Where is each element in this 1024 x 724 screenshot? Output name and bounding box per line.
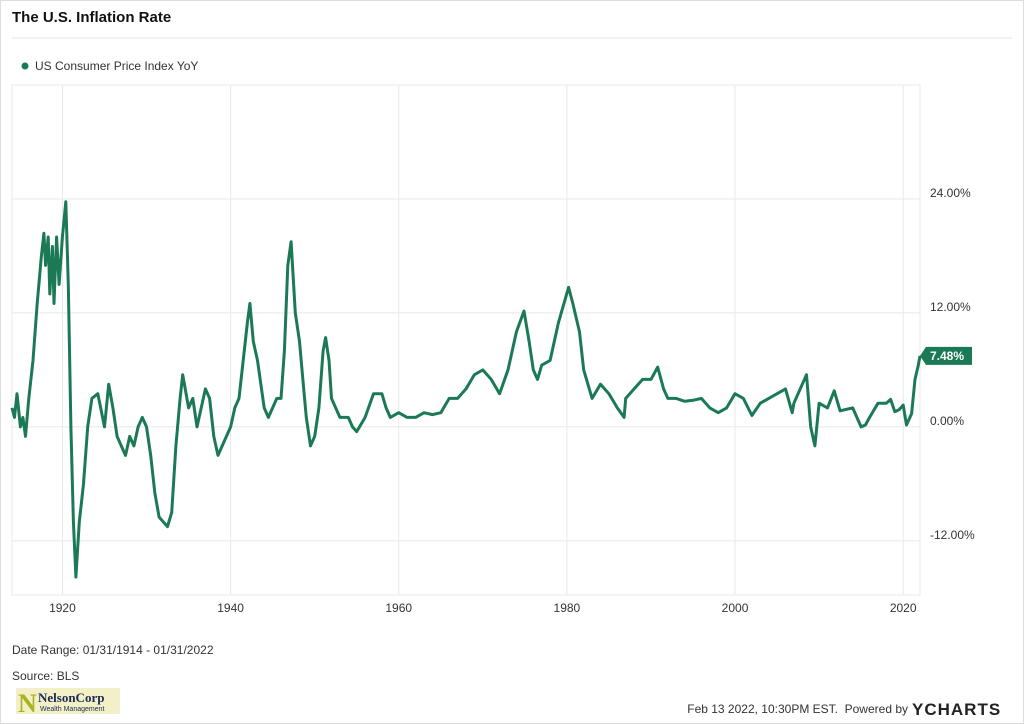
y-tick-label: -12.00% [930, 528, 975, 542]
value-tag-label: 7.48% [930, 349, 964, 363]
logo: N NelsonCorp Wealth Management [16, 688, 120, 718]
legend-label: US Consumer Price Index YoY [35, 59, 198, 73]
y-tick-label: 12.00% [930, 300, 971, 314]
logo-bg [16, 688, 120, 714]
x-tick-label: 1940 [217, 601, 244, 615]
powered-by: Powered by [845, 702, 908, 716]
date-range: Date Range: 01/31/1914 - 01/31/2022 [12, 643, 214, 657]
chart-title: The U.S. Inflation Rate [12, 9, 171, 26]
plot-area [11, 84, 921, 596]
y-tick-label: 24.00% [930, 186, 971, 200]
value-tag [920, 346, 972, 365]
x-tick-label: 2020 [890, 601, 917, 615]
x-tick-label: 1920 [49, 601, 76, 615]
line [10, 200, 922, 579]
brand: YCHARTS [912, 700, 1001, 719]
legend-marker [21, 62, 29, 70]
x-tick-label: 2000 [722, 601, 749, 615]
source: Source: BLS [12, 669, 79, 683]
logo-tagline: Wealth Management [40, 706, 105, 713]
y-tick-label: 0.00% [930, 414, 964, 428]
x-tick-label: 1960 [385, 601, 412, 615]
logo-mark: N [18, 689, 37, 718]
logo-name: NelsonCorp [38, 690, 104, 705]
x-tick-label: 1980 [554, 601, 581, 615]
timestamp: Feb 13 2022, 10:30PM EST. [687, 702, 838, 716]
